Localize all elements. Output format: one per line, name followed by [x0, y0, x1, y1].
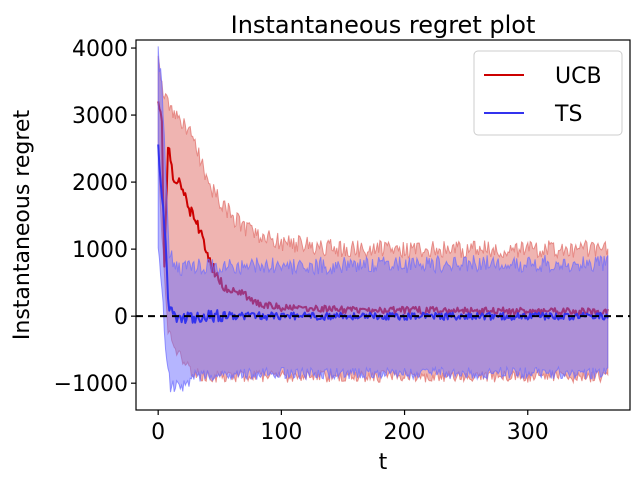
legend-label-ucb: UCB [555, 64, 602, 89]
plot-data [136, 46, 630, 393]
y-tick-label: 2000 [72, 171, 128, 196]
y-tick-label: −1000 [54, 372, 128, 397]
x-tick-label: 0 [151, 420, 165, 445]
confidence-band-ts [157, 46, 609, 393]
x-axis-label: t [379, 450, 388, 475]
y-tick-label: 1000 [72, 238, 128, 263]
y-tick-label: 3000 [72, 104, 128, 129]
x-tick-label: 100 [260, 420, 302, 445]
chart-title: Instantaneous regret plot [231, 11, 536, 39]
plot-area [136, 46, 630, 393]
legend-label-ts: TS [554, 102, 582, 127]
series-line-ts [157, 144, 609, 324]
y-axis-label: Instantaneous regret [10, 110, 35, 341]
x-tick-label: 200 [384, 420, 426, 445]
axes: 0 100 200 300 −1000 0 1000 2000 3000 4000 [54, 37, 631, 445]
legend: UCB TS [473, 50, 623, 136]
y-tick-label: 0 [114, 305, 128, 330]
x-tick-label: 300 [507, 420, 549, 445]
plot-frame [135, 39, 631, 411]
y-tick-label: 4000 [72, 37, 128, 62]
